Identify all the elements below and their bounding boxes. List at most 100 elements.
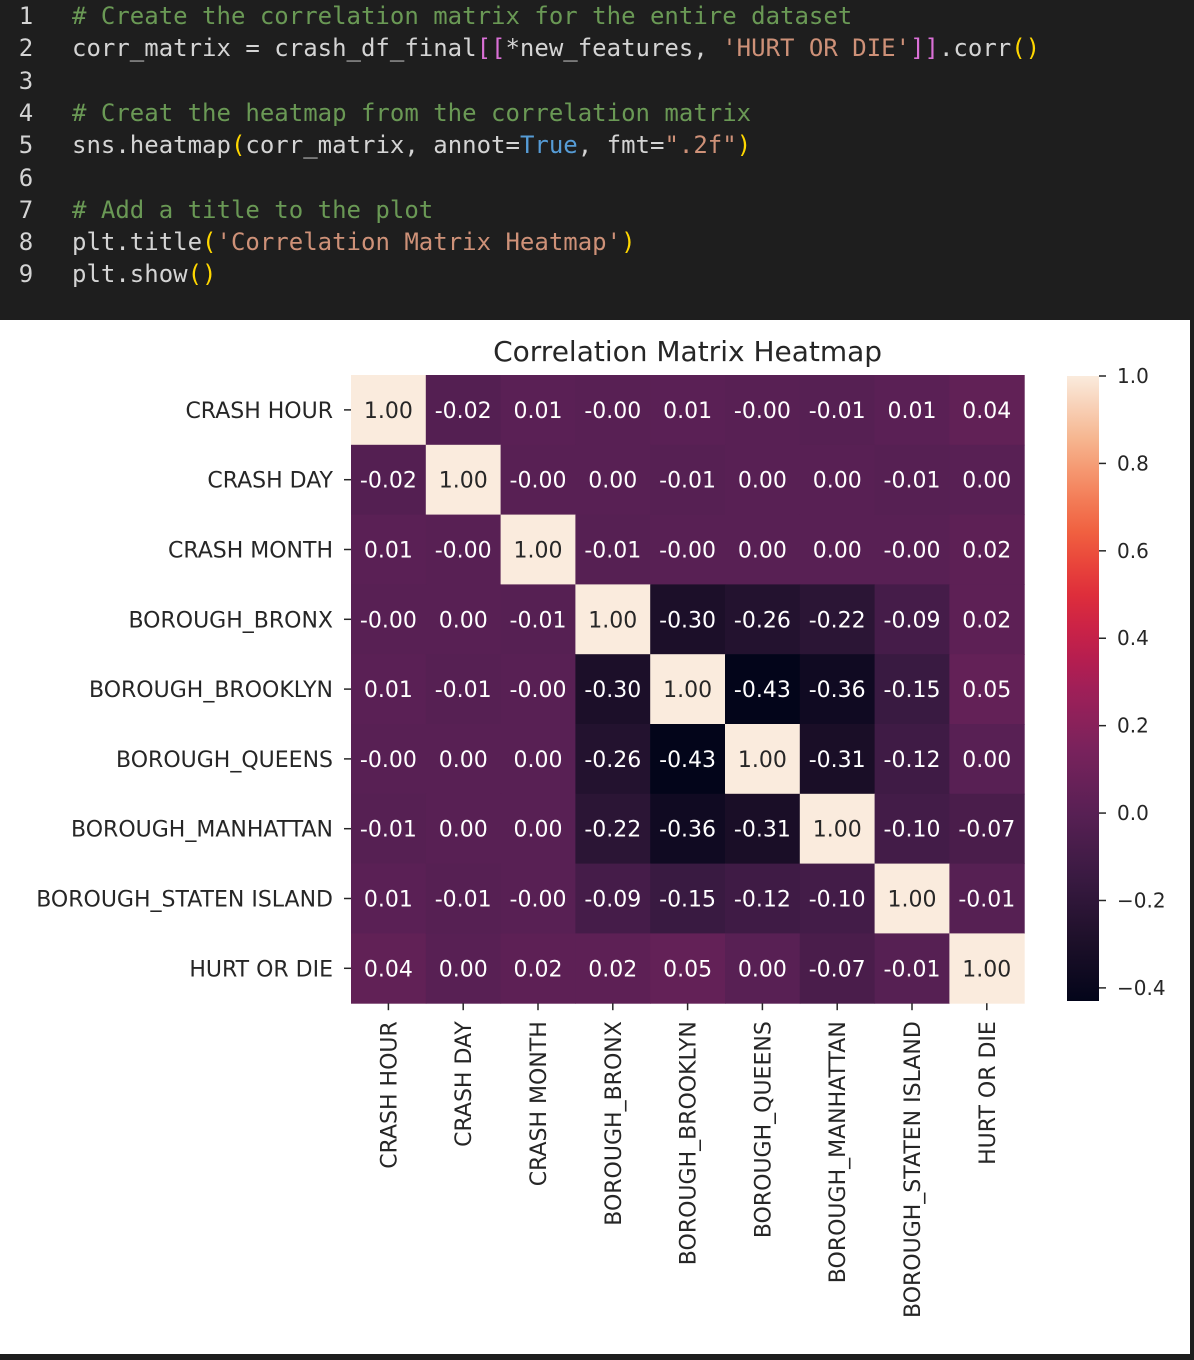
heatmap-cell [725, 933, 801, 1004]
line-number: 6 [18, 163, 34, 192]
cell-annotation: -0.30 [659, 608, 716, 633]
heatmap-cell [874, 793, 950, 865]
colorbar-tick-label: 1.0 [1117, 364, 1149, 388]
colorbar-tick-label: −0.2 [1117, 888, 1166, 912]
cell-annotation: 0.01 [514, 399, 563, 424]
cell-annotation: -0.07 [958, 818, 1015, 843]
y-tick-label: BOROUGH_STATEN ISLAND [36, 888, 333, 913]
code-token: ".2f" [664, 131, 737, 160]
cell-annotation: -0.09 [584, 888, 641, 913]
code-text: sns.heatmap(corr_matrix, annot=True, fmt… [72, 129, 751, 161]
heatmap-cell [874, 863, 950, 934]
cell-annotation: 1.00 [738, 748, 787, 773]
cell-annotation: 0.00 [962, 469, 1011, 494]
code-text: plt.show() [72, 258, 217, 290]
heatmap-cell [874, 514, 950, 585]
cell-annotation: 0.00 [514, 818, 563, 843]
cell-annotation: 0.00 [738, 539, 787, 564]
code-cell[interactable]: 1 # Create the correlation matrix for the… [0, 0, 1194, 306]
heatmap-cell [500, 375, 576, 446]
cell-annotation: 0.04 [364, 957, 413, 982]
y-tick-label: CRASH HOUR [185, 399, 333, 424]
heatmap-cell [874, 375, 950, 446]
code-token: # Add a title to the plot [72, 195, 434, 224]
heatmap-cell [799, 654, 876, 725]
cell-annotation: -0.01 [809, 399, 866, 424]
cell-annotation: 0.00 [514, 748, 563, 773]
code-line[interactable]: 8 plt.title('Correlation Matrix Heatmap') [0, 226, 1194, 258]
heatmap-cell [575, 514, 651, 585]
cell-annotation: 0.04 [962, 399, 1011, 424]
cell-annotation: 0.00 [962, 748, 1011, 773]
code-line[interactable]: 7 # Add a title to the plot [0, 194, 1194, 226]
heatmap-cell [650, 724, 726, 795]
cell-annotation: -0.43 [734, 678, 791, 703]
heatmap-cell [799, 933, 876, 1004]
heatmap-cell [949, 933, 1025, 1004]
heatmap-cell [425, 444, 502, 516]
line-number: 5 [18, 131, 34, 160]
cell-annotation: 1.00 [888, 888, 937, 913]
heatmap-cell [351, 584, 427, 655]
x-tick-label: BOROUGH_MANHATTAN [826, 1021, 851, 1283]
heatmap-cell [949, 724, 1025, 795]
y-tick-label: BOROUGH_BROOKLYN [89, 678, 333, 703]
heatmap-cell [500, 793, 576, 865]
heatmap-cell [799, 724, 876, 795]
cell-annotation: -0.12 [884, 748, 941, 773]
code-line[interactable]: 2 corr_matrix = crash_df_final[[*new_feat… [0, 32, 1194, 64]
heatmap-cell [799, 863, 876, 934]
cell-annotation: -0.10 [884, 818, 941, 843]
heatmap-cell [874, 724, 950, 795]
heatmap-cell [351, 444, 427, 516]
output-area: Correlation Matrix Heatmap 1.00 -0.02 0.01-… [0, 320, 1190, 1354]
code-token: 'HURT OR DIE' [722, 34, 911, 63]
code-text: plt.title('Correlation Matrix Heatmap') [72, 226, 636, 258]
cell-annotation: -0.12 [734, 888, 791, 913]
cell-annotation: -0.09 [884, 608, 941, 633]
cell-annotation: 0.01 [364, 678, 413, 703]
heatmap-cell [575, 444, 651, 516]
cell-annotation: -0.31 [734, 818, 791, 843]
line-number: 8 [18, 228, 34, 257]
cell-annotation: 0.00 [813, 539, 862, 564]
colorbar-tick-label: 0.2 [1117, 714, 1149, 738]
heatmap-cell [500, 444, 576, 516]
y-tick-label: BOROUGH_MANHATTAN [71, 818, 333, 843]
cell-annotation: -0.01 [884, 957, 941, 982]
cell-annotation: -0.31 [809, 748, 866, 773]
cell-annotation: -0.15 [659, 888, 716, 913]
y-tick-label: HURT OR DIE [189, 957, 333, 982]
cell-annotation: -0.01 [435, 678, 492, 703]
code-line[interactable]: 9 plt.show() [0, 258, 1194, 290]
cell-annotation: -0.00 [435, 539, 492, 564]
code-line[interactable]: 1 # Create the correlation matrix for the… [0, 0, 1194, 32]
cell-annotation: -0.00 [734, 399, 791, 424]
y-tick-label: BOROUGH_BRONX [128, 608, 333, 633]
x-tick-label: CRASH HOUR [377, 1021, 402, 1169]
heatmap-cell [425, 933, 502, 1004]
cell-annotation: 1.00 [663, 678, 712, 703]
cell-annotation: -0.36 [659, 818, 716, 843]
heatmap-cell [575, 863, 651, 934]
cell-annotation: -0.07 [809, 957, 866, 982]
code-line[interactable]: 6 [0, 162, 1194, 194]
heatmap-cell [575, 654, 651, 725]
code-text: # Create the correlation matrix for the … [72, 0, 852, 32]
cell-annotation: 0.01 [364, 888, 413, 913]
code-line[interactable]: 5 sns.heatmap(corr_matrix, annot=True, fm… [0, 129, 1194, 161]
cell-annotation: -0.22 [584, 818, 641, 843]
cell-annotation: 1.00 [514, 539, 563, 564]
heatmap-cell [351, 793, 427, 865]
heatmap-cell [799, 444, 876, 516]
heatmap-cell [425, 793, 502, 865]
heatmap-cell [425, 724, 502, 795]
cell-annotation: 0.02 [962, 539, 1011, 564]
code-line[interactable]: 3 [0, 65, 1194, 97]
colorbar-tick-label: 0.6 [1117, 539, 1149, 563]
heatmap-cell [949, 375, 1025, 446]
code-line[interactable]: 4 # Creat the heatmap from the correlatio… [0, 97, 1194, 129]
x-tick-label: HURT OR DIE [976, 1021, 1001, 1165]
heatmap-cell [351, 863, 427, 934]
heatmap-cell [949, 793, 1025, 865]
